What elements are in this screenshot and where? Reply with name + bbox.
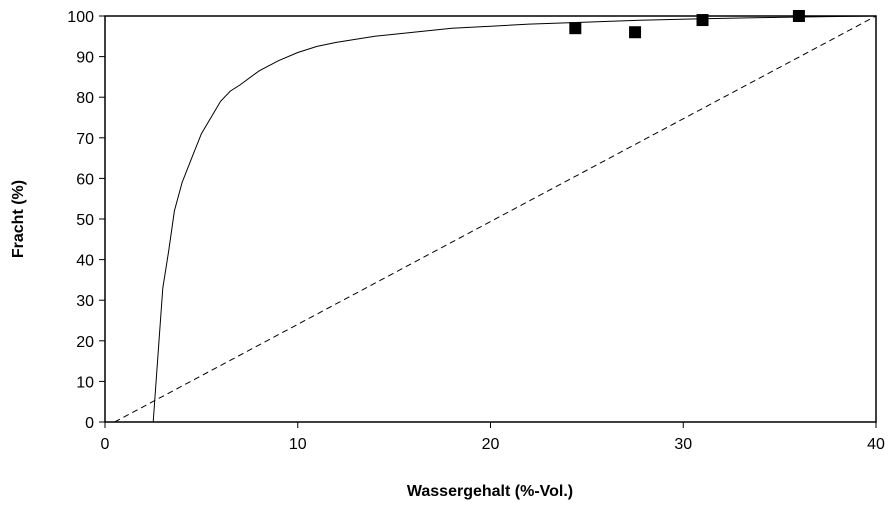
y-tick-label: 50 [76,212,94,229]
y-axis: 0 10 20 30 40 50 60 70 80 90 100 [67,9,105,432]
y-tick-label: 30 [76,293,94,310]
x-tick-label: 0 [101,436,110,453]
y-axis-title: Fracht (%) [10,180,27,258]
data-point-square [792,10,805,22]
data-point-square [569,22,582,35]
y-tick-label: 80 [76,90,94,107]
x-tick-label: 40 [867,436,885,453]
y-tick-label: 0 [85,415,94,432]
y-tick-label: 10 [76,374,94,391]
series-layer [114,10,877,423]
x-tick-label: 20 [482,436,500,453]
x-axis-title: Wassergehalt (%-Vol.) [407,483,573,500]
y-tick-label: 70 [76,131,94,148]
data-point-square [696,14,709,27]
y-tick-label: 40 [76,253,94,270]
x-tick-label: 10 [289,436,307,453]
y-tick-label: 100 [67,9,94,26]
y-tick-label: 90 [76,50,94,67]
solid-curve-line [152,15,877,423]
y-tick-label: 60 [76,171,94,188]
plot-area [104,15,877,423]
y-tick-label: 20 [76,334,94,351]
dashed-reference-line [114,15,877,423]
data-point-square [629,26,642,39]
x-tick-label: 30 [674,436,692,453]
x-axis: 0 10 20 30 40 [101,422,885,453]
